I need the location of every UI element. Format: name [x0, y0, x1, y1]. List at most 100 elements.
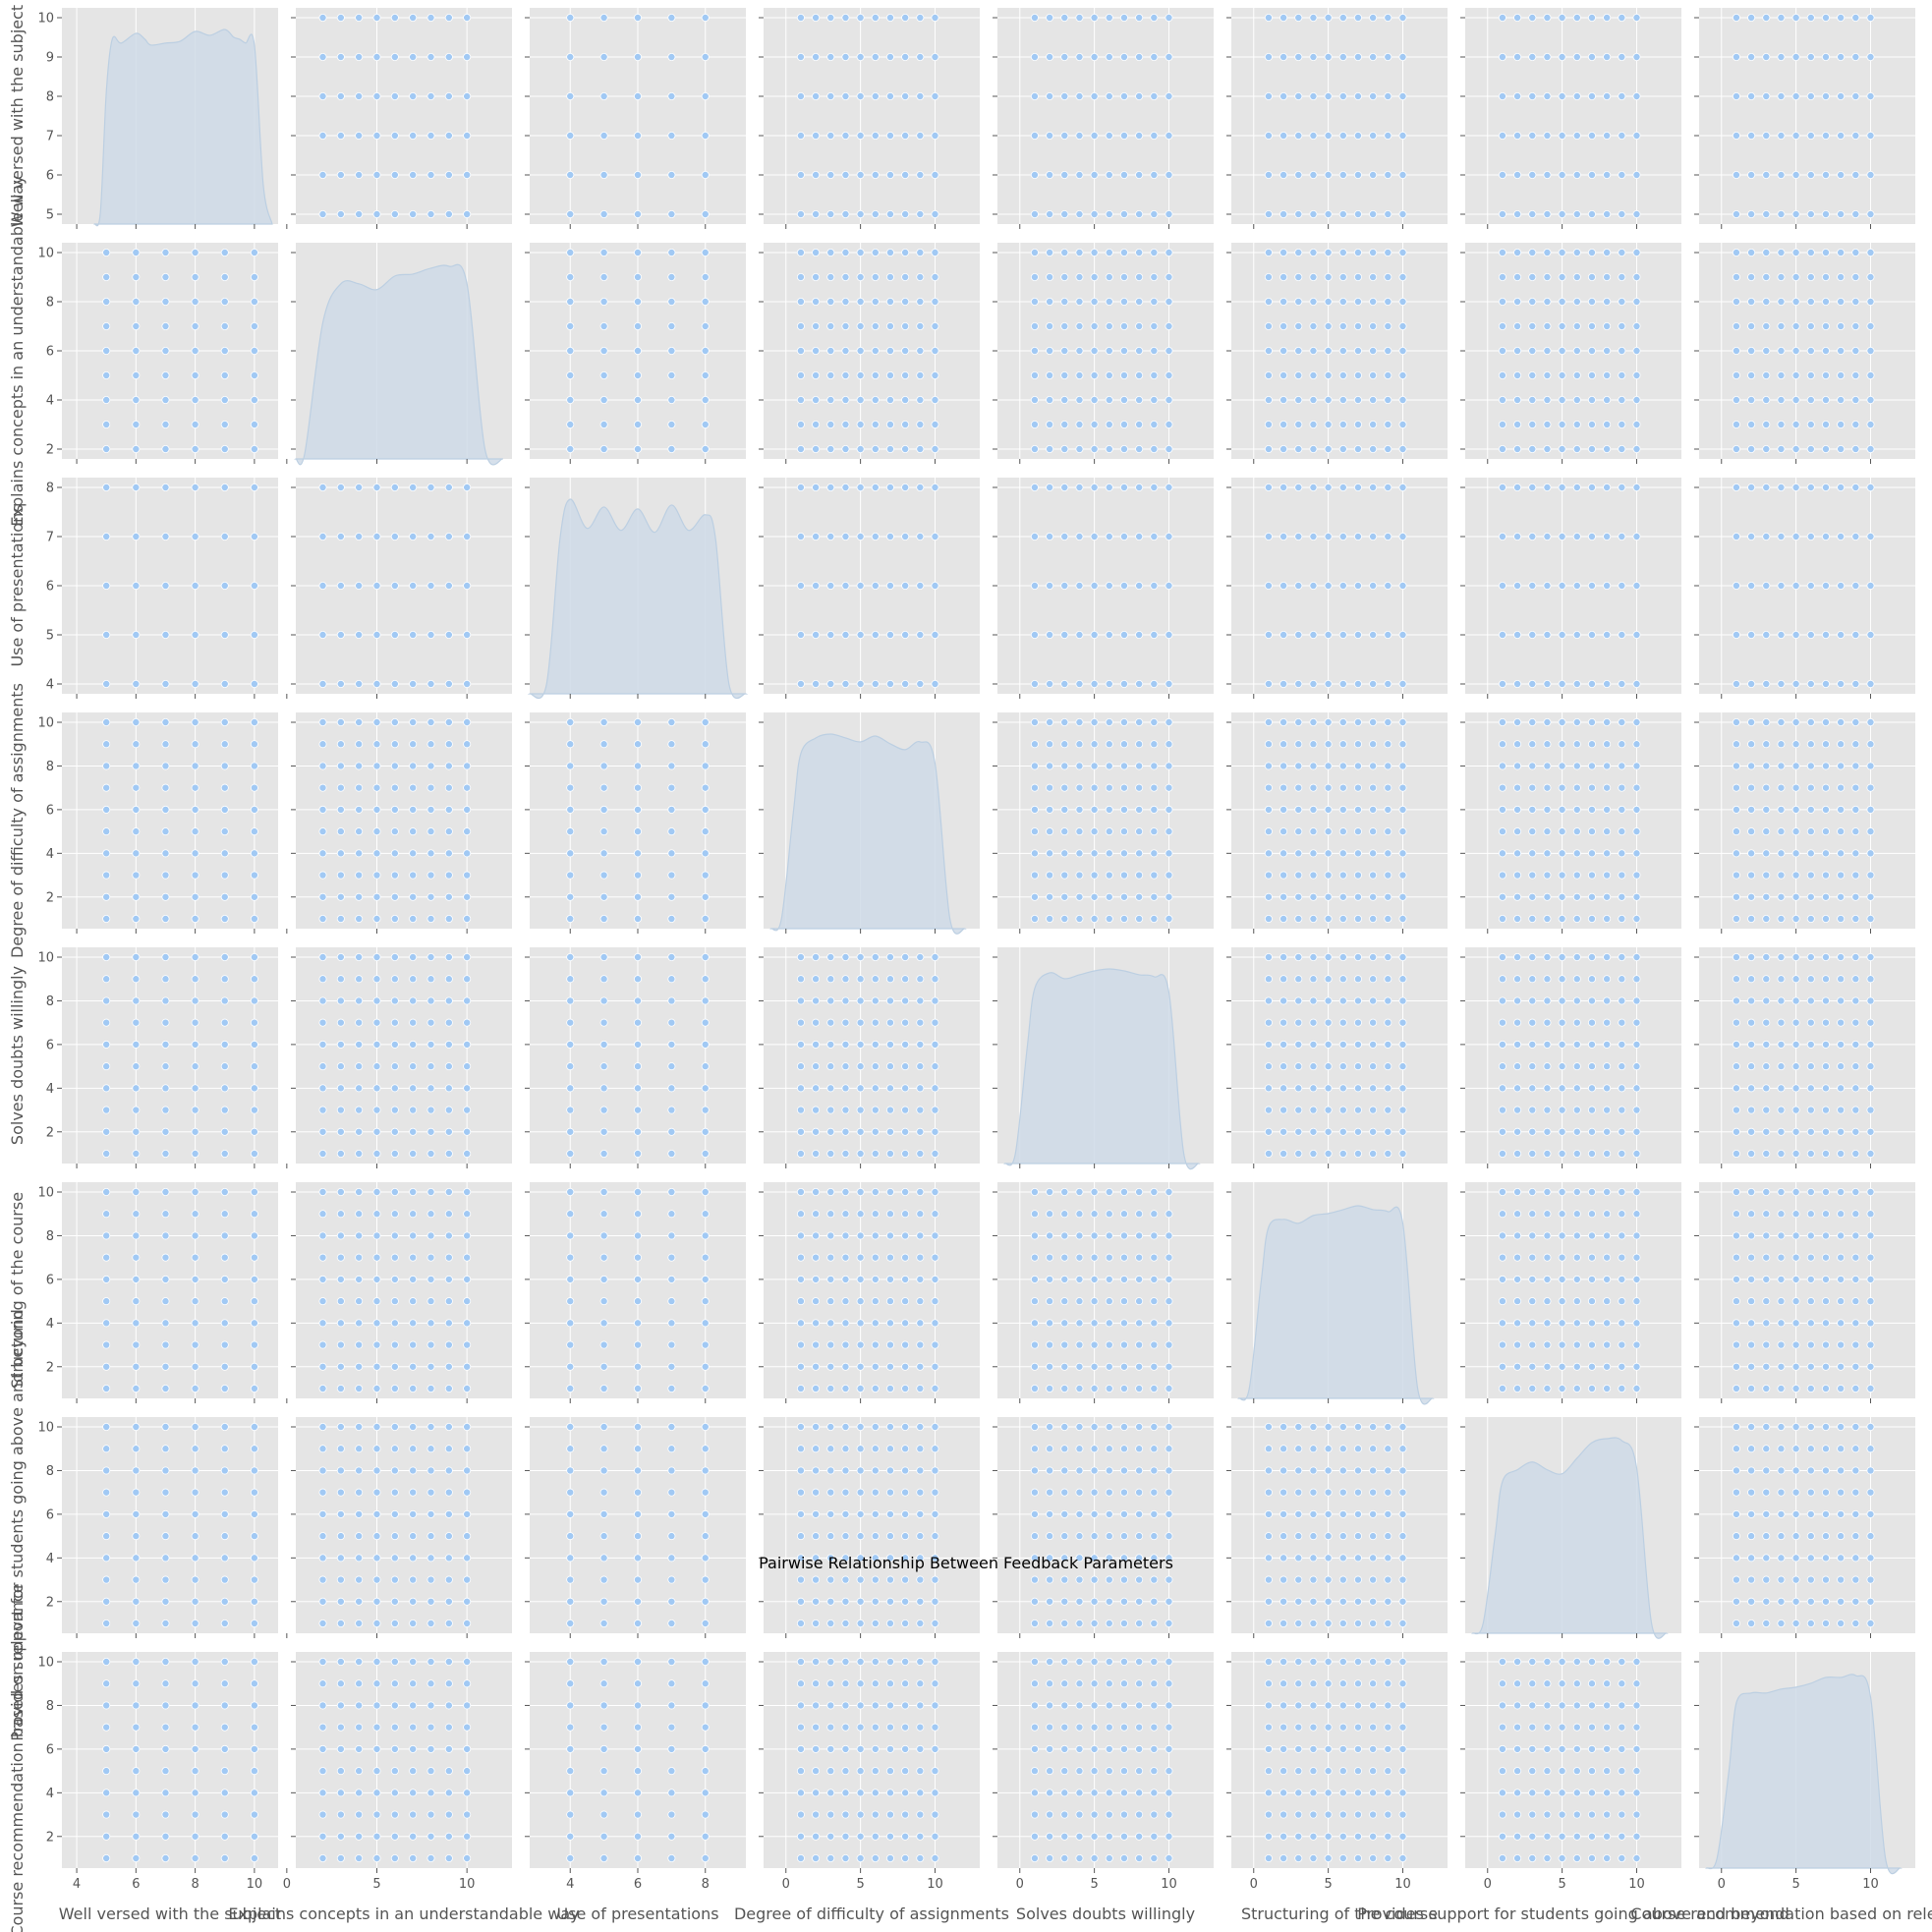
scatter-point — [841, 420, 850, 428]
scatter-point — [841, 272, 850, 281]
scatter-point — [812, 209, 821, 218]
scatter-point — [667, 1810, 676, 1819]
scatter-point — [1791, 1575, 1800, 1584]
scatter-point — [1046, 272, 1054, 281]
scatter-point — [841, 53, 850, 62]
scatter-point — [426, 783, 435, 792]
scatter-point — [1075, 1445, 1084, 1453]
scatter-point — [1762, 1150, 1771, 1159]
scatter-point — [1837, 680, 1846, 689]
scatter-point — [599, 1658, 608, 1667]
scatter-point — [250, 1575, 258, 1584]
scatter-point — [841, 1188, 850, 1197]
scatter-point — [599, 1509, 608, 1518]
scatter-point — [634, 346, 643, 355]
scatter-point — [1119, 92, 1128, 101]
scatter-point — [318, 996, 327, 1005]
scatter-point — [701, 1297, 710, 1306]
scatter-point — [871, 533, 880, 541]
scatter-point — [1791, 248, 1800, 256]
scatter-point — [599, 762, 608, 770]
scatter-point — [566, 1231, 575, 1240]
scatter-point — [1747, 1423, 1756, 1432]
scatter-point — [634, 170, 643, 179]
scatter-point — [1369, 871, 1378, 880]
scatter-point — [1384, 975, 1392, 984]
subplot-2-4 — [993, 478, 1214, 699]
scatter-point — [1398, 1084, 1407, 1093]
scatter-point — [1309, 248, 1318, 256]
scatter-point — [1309, 1445, 1318, 1453]
scatter-point — [1046, 1554, 1054, 1563]
scatter-point — [390, 1810, 399, 1819]
scatter-point — [931, 1619, 939, 1628]
scatter-point — [409, 1084, 418, 1093]
scatter-point — [1279, 1127, 1288, 1136]
scatter-point — [1558, 1018, 1566, 1027]
scatter-point — [667, 13, 676, 22]
scatter-point — [1105, 170, 1113, 179]
scatter-point — [191, 871, 199, 880]
scatter-point — [1498, 395, 1506, 404]
scatter-point — [1762, 1619, 1771, 1628]
scatter-point — [566, 1554, 575, 1563]
scatter-point — [812, 321, 821, 330]
scatter-point — [667, 762, 676, 770]
scatter-point — [1369, 209, 1378, 218]
scatter-point — [161, 1466, 170, 1475]
scatter-point — [426, 1466, 435, 1475]
scatter-point — [885, 1106, 894, 1114]
scatter-point — [1866, 209, 1875, 218]
scatter-point — [1821, 1127, 1830, 1136]
scatter-point — [1837, 1188, 1846, 1197]
scatter-point — [826, 1619, 835, 1628]
scatter-point — [1747, 1210, 1756, 1219]
subplot-background — [62, 947, 278, 1164]
scatter-point — [1165, 13, 1173, 22]
scatter-point — [409, 1832, 418, 1841]
scatter-point — [1398, 871, 1407, 880]
scatter-point — [871, 370, 880, 379]
scatter-point — [161, 1084, 170, 1093]
scatter-point — [885, 1018, 894, 1027]
scatter-point — [1398, 1509, 1407, 1518]
scatter-point — [336, 740, 345, 749]
scatter-point — [1587, 420, 1596, 428]
scatter-point — [372, 783, 381, 792]
scatter-point — [1732, 1445, 1740, 1453]
scatter-point — [1618, 1150, 1626, 1159]
scatter-point — [667, 740, 676, 749]
scatter-point — [1165, 805, 1173, 814]
scatter-point — [1090, 483, 1099, 491]
scatter-point — [355, 1810, 364, 1819]
scatter-point — [667, 783, 676, 792]
scatter-point — [931, 395, 939, 404]
scatter-point — [1165, 395, 1173, 404]
scatter-point — [336, 1231, 345, 1240]
scatter-point — [599, 297, 608, 306]
scatter-point — [1060, 680, 1069, 689]
scatter-point — [1632, 1062, 1641, 1071]
scatter-point — [1777, 444, 1786, 453]
scatter-point — [1866, 1597, 1875, 1606]
scatter-point — [1279, 740, 1288, 749]
scatter-point — [1851, 849, 1860, 858]
scatter-point — [1572, 1297, 1581, 1306]
scatter-point — [1866, 680, 1875, 689]
scatter-point — [463, 740, 472, 749]
scatter-point — [372, 1679, 381, 1688]
scatter-point — [390, 1701, 399, 1710]
scatter-point — [812, 346, 821, 355]
scatter-point — [1806, 582, 1815, 591]
scatter-point — [1369, 1509, 1378, 1518]
scatter-point — [220, 1658, 229, 1667]
scatter-point — [1046, 444, 1054, 453]
scatter-point — [1294, 321, 1303, 330]
scatter-point — [667, 1723, 676, 1732]
subplot-background — [1465, 947, 1681, 1164]
scatter-point — [1777, 1619, 1786, 1628]
scatter-point — [901, 272, 910, 281]
scatter-point — [826, 1488, 835, 1497]
scatter-point — [1866, 849, 1875, 858]
scatter-point — [1572, 248, 1581, 256]
